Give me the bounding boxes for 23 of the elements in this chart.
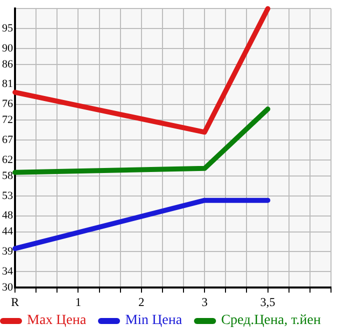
y-tick-label: 95: [2, 22, 14, 34]
x-tick-label: R: [10, 294, 20, 309]
legend-label: Сред.Цена, т.йен: [221, 313, 321, 329]
y-tick-label: 62: [2, 154, 13, 166]
legend-label: Min Цена: [125, 313, 182, 329]
y-tick-label: 67: [2, 134, 14, 146]
y-tick-label: 39: [2, 246, 14, 258]
y-tick-label: 48: [2, 210, 14, 222]
y-tick-label: 30: [2, 281, 14, 294]
y-tick-label: 76: [2, 98, 14, 110]
y-tick-label: 53: [2, 190, 14, 202]
y-tick-label: 81: [2, 78, 13, 90]
x-tick-label: 1: [75, 294, 82, 309]
y-tick-label: 86: [2, 58, 14, 70]
y-tick-label: 72: [2, 114, 13, 126]
x-tick-label: 2: [138, 294, 144, 309]
x-tick-label: 3,5: [260, 294, 276, 309]
y-tick-label: 44: [2, 226, 14, 238]
x-tick-label: 3: [202, 294, 208, 309]
y-tick-label: 34: [2, 266, 14, 278]
legend-label: Max Цена: [27, 313, 86, 329]
y-tick-label: 58: [2, 170, 14, 182]
y-tick-label: 90: [2, 42, 14, 54]
